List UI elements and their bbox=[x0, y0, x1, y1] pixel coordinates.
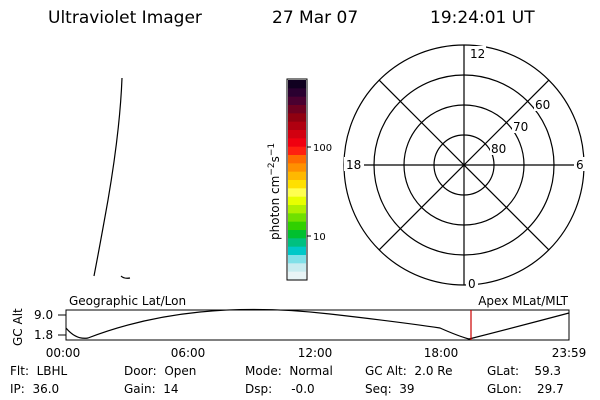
date-readout: 27 Mar 07 bbox=[272, 8, 359, 28]
colorbar-cell bbox=[288, 80, 306, 89]
colorbar-cell bbox=[288, 138, 306, 148]
info-mode: Mode: Normal bbox=[245, 364, 333, 378]
mlt-label-18: 18 bbox=[346, 158, 361, 172]
colorbar-cell bbox=[288, 163, 306, 173]
colorbar-cell bbox=[288, 196, 306, 206]
strip-xtick-0000: 00:00 bbox=[46, 346, 81, 360]
info-flt: Flt: LBHL bbox=[10, 364, 68, 378]
altitude-strip: Geographic Lat/Lon Apex MLat/MLT GC Alt … bbox=[11, 294, 586, 360]
info-gain: Gain: 14 bbox=[124, 382, 179, 396]
label-bg-70 bbox=[512, 119, 532, 133]
label-bg-18 bbox=[344, 157, 364, 171]
colorbar-frame bbox=[286, 78, 308, 281]
app-title: Ultraviolet Imager bbox=[48, 8, 202, 28]
image-trace bbox=[93, 77, 131, 279]
info-seq: Seq: 39 bbox=[365, 382, 415, 396]
colorbar-cell bbox=[288, 130, 306, 139]
mlt-label-6: 6 bbox=[576, 158, 584, 172]
colorbar-cell bbox=[288, 113, 306, 123]
strip-ytick-1.8: 1.8 bbox=[34, 328, 53, 342]
colorbar-cell bbox=[288, 88, 306, 98]
strip-y-label: GC Alt bbox=[11, 308, 25, 346]
colorbar-cell bbox=[288, 271, 306, 281]
info-gcalt: GC Alt: 2.0 Re bbox=[365, 364, 453, 378]
time-readout: 19:24:01 UT bbox=[430, 8, 535, 28]
limb-trace-line bbox=[93, 77, 123, 277]
label-bg-80 bbox=[490, 141, 510, 155]
mlt-label-12: 12 bbox=[470, 47, 485, 61]
strip-ytick-9: 9.0 bbox=[34, 308, 53, 322]
strip-title-left: Geographic Lat/Lon bbox=[69, 294, 186, 308]
colorbar-label-100: 100 bbox=[313, 143, 332, 154]
colorbar-cell bbox=[288, 180, 306, 189]
colorbar-cell bbox=[288, 205, 306, 214]
lat-label-60: 60 bbox=[535, 98, 550, 112]
colorbar-cell bbox=[288, 146, 306, 156]
altitude-curve bbox=[65, 308, 570, 340]
colorbar-cell bbox=[288, 96, 306, 106]
polar-plot bbox=[343, 44, 585, 286]
colorbar-cell bbox=[288, 230, 306, 239]
mlt-label-0: 0 bbox=[468, 277, 476, 291]
colorbar-cell bbox=[288, 171, 306, 181]
label-bg-6 bbox=[574, 157, 586, 171]
strip-xtick-1800: 18:00 bbox=[424, 346, 459, 360]
colorbar-cell bbox=[288, 188, 306, 198]
colorbar-cell bbox=[288, 246, 306, 256]
colorbar-unit-label: photon cm−2s−1 bbox=[267, 143, 282, 240]
colorbar-cell bbox=[288, 238, 306, 248]
info-dsp: Dsp: -0.0 bbox=[245, 382, 315, 396]
colorbar-cell bbox=[288, 213, 306, 223]
colorbar-cell bbox=[288, 105, 306, 114]
label-bg-60 bbox=[534, 97, 554, 111]
strip-xtick-2359: 23:59 bbox=[552, 346, 587, 360]
info-door: Door: Open bbox=[124, 364, 197, 378]
colorbar-cells bbox=[288, 80, 306, 281]
polar-labels: 12 18 6 0 60 70 80 bbox=[344, 46, 586, 291]
limb-trace-fragment bbox=[120, 275, 131, 279]
colorbar-cell bbox=[288, 221, 306, 231]
label-bg-12 bbox=[468, 46, 486, 60]
info-ip: IP: 36.0 bbox=[10, 382, 60, 396]
colorbar-cell bbox=[288, 155, 306, 164]
strip-xtick-0600: 06:00 bbox=[171, 346, 206, 360]
lat-label-70: 70 bbox=[513, 120, 528, 134]
lat-label-80: 80 bbox=[491, 142, 506, 156]
colorbar-cell bbox=[288, 255, 306, 264]
strip-xtick-1200: 12:00 bbox=[298, 346, 333, 360]
label-bg-0 bbox=[466, 276, 478, 289]
strip-title-right: Apex MLat/MLT bbox=[478, 294, 568, 308]
info-glon: GLon: 29.7 bbox=[487, 382, 564, 396]
info-glat: GLat: 59.3 bbox=[487, 364, 562, 378]
colorbar-cell bbox=[288, 263, 306, 273]
colorbar: 100 10 photon cm−2s−1 bbox=[267, 78, 332, 281]
strip-frame bbox=[65, 309, 570, 341]
polar-diagonal-2 bbox=[378, 79, 550, 251]
colorbar-cell bbox=[288, 121, 306, 131]
colorbar-label-10: 10 bbox=[313, 232, 326, 243]
